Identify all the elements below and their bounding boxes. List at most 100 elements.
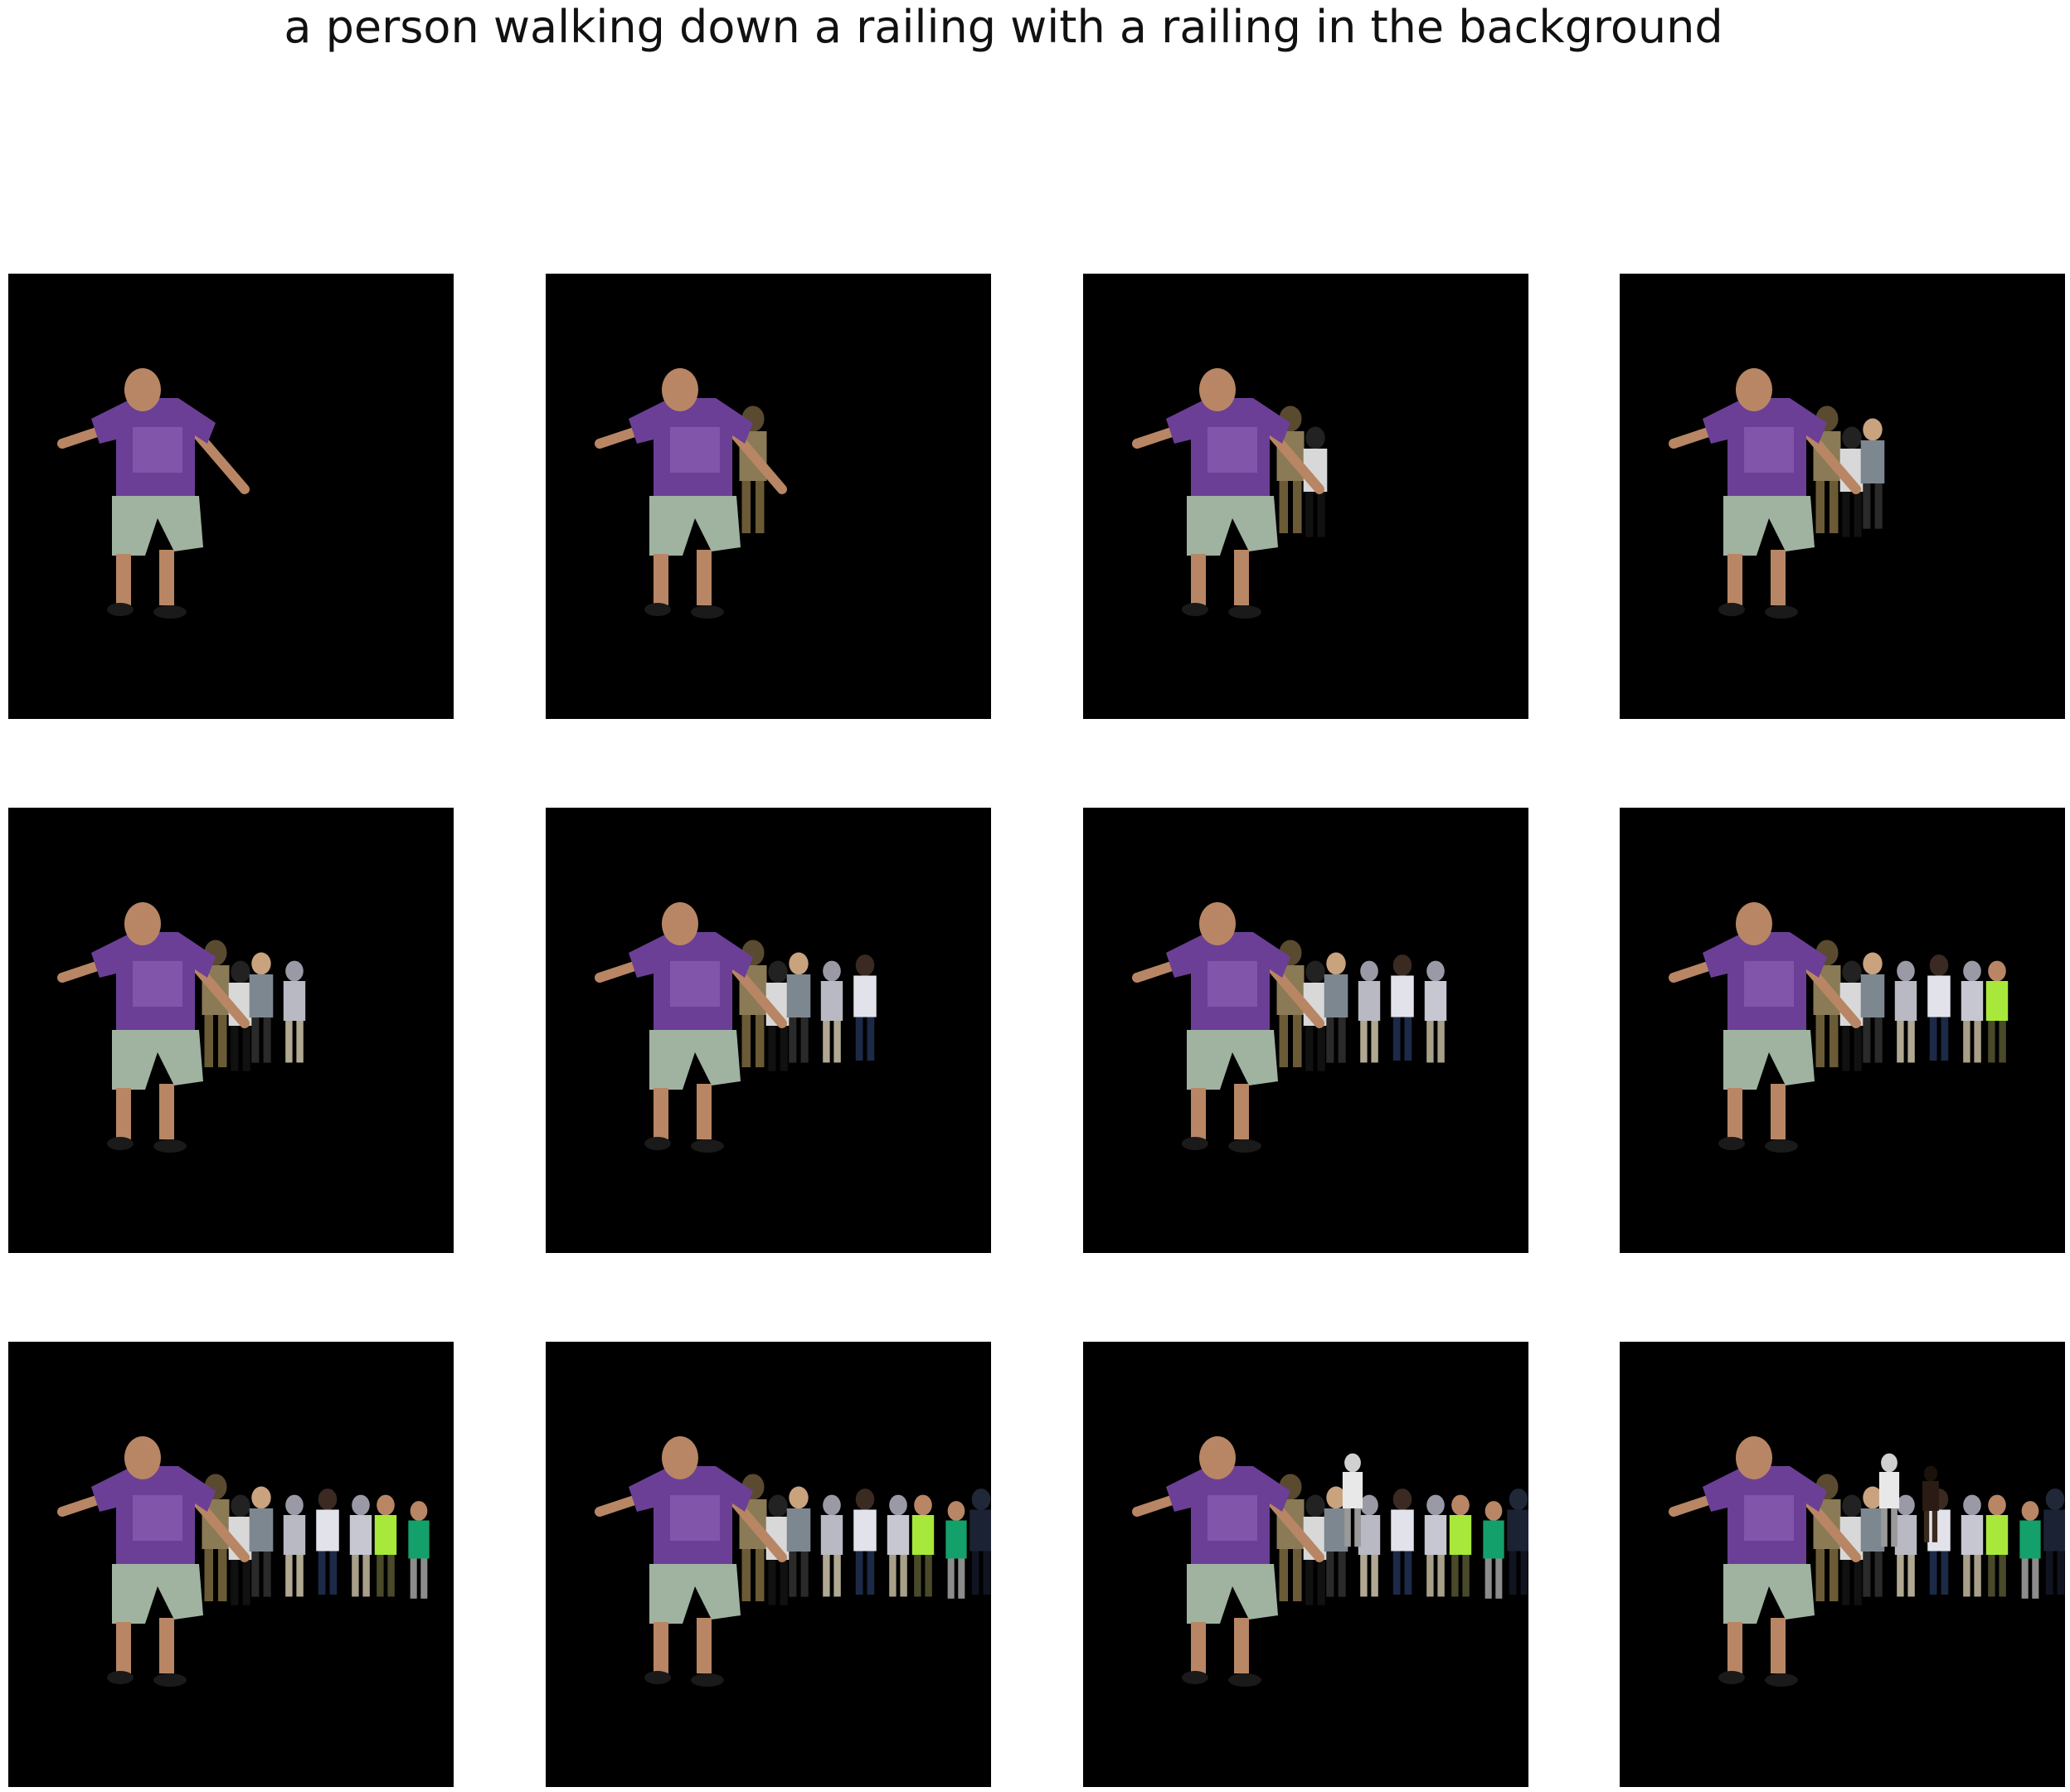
figure-right-leg xyxy=(867,1017,875,1061)
figure-right-leg xyxy=(1854,492,1862,537)
figure-head xyxy=(1451,1494,1470,1516)
figure-head xyxy=(1988,1494,2006,1516)
figure-torso xyxy=(1483,1520,1504,1559)
figure-left-leg xyxy=(768,1026,776,1071)
figure-torso xyxy=(1927,1509,1951,1552)
left-leg xyxy=(1191,554,1206,605)
figure-right-leg xyxy=(420,1558,428,1599)
added-person-figure-6 xyxy=(1961,960,1984,1063)
panel-step-10 xyxy=(546,1342,991,1787)
left-shoe xyxy=(1718,1671,1745,1684)
figure-right-leg xyxy=(1999,1555,2006,1597)
figure-torso xyxy=(408,1520,430,1559)
figure-right-leg xyxy=(218,1015,227,1067)
left-leg xyxy=(1727,554,1742,605)
main-person-figure xyxy=(595,1436,787,1687)
figure-right-leg xyxy=(1462,1555,1470,1597)
left-arm xyxy=(1669,1494,1716,1517)
figure-right-leg xyxy=(1854,1026,1862,1071)
head xyxy=(1736,902,1772,945)
added-person-figure-3 xyxy=(1324,1486,1348,1597)
figure-left-leg xyxy=(823,1021,830,1063)
figure-left-leg xyxy=(251,1552,260,1597)
figure-head xyxy=(352,1494,370,1516)
figure-right-leg xyxy=(1941,1551,1949,1595)
figure-torso xyxy=(316,1509,339,1552)
figure-head xyxy=(285,1494,304,1516)
left-leg xyxy=(654,1622,668,1673)
panel-image xyxy=(1620,274,2065,719)
shirt-print xyxy=(1208,427,1257,473)
figure-left-leg xyxy=(1988,1555,1995,1597)
figure-torso xyxy=(2019,1520,2041,1559)
figure-torso xyxy=(1324,1508,1348,1552)
green-shorts xyxy=(649,496,741,556)
figure-left-leg xyxy=(352,1555,359,1597)
figure-right-leg xyxy=(800,1552,809,1597)
right-leg xyxy=(1771,1618,1786,1673)
right-arm xyxy=(727,960,787,1028)
figure-torso xyxy=(283,1515,306,1555)
figure-right-leg xyxy=(925,1555,932,1597)
figure-right-leg xyxy=(833,1021,841,1063)
figure-head xyxy=(855,1488,875,1510)
figure-head xyxy=(377,1494,395,1516)
shirt-print xyxy=(1744,961,1794,1007)
figure-left-leg xyxy=(1815,481,1825,533)
figure-torso xyxy=(1391,975,1414,1017)
figure-head xyxy=(1923,1465,1938,1482)
panel-image xyxy=(1620,808,2065,1253)
right-shoe xyxy=(691,1139,724,1153)
figure-right-leg xyxy=(296,1021,304,1063)
figure-head xyxy=(1426,1494,1445,1516)
right-arm xyxy=(190,960,250,1028)
added-person-figure-6 xyxy=(887,1494,910,1597)
main-person-figure xyxy=(595,368,787,619)
figure-right-leg xyxy=(296,1555,304,1597)
added-person-figure-2 xyxy=(1303,426,1328,537)
figure-right-leg xyxy=(1293,1549,1302,1601)
right-shoe xyxy=(153,605,187,619)
panel-step-9 xyxy=(8,1342,454,1787)
main-person-figure xyxy=(1669,902,1861,1153)
head xyxy=(1199,1436,1236,1479)
added-person-figure-5 xyxy=(853,954,877,1061)
figure-right-leg xyxy=(1874,1552,1883,1597)
panel-image xyxy=(8,274,454,719)
figure-left-leg xyxy=(1392,1017,1401,1061)
added-person-figure-8 xyxy=(1483,1501,1504,1599)
figure-torso xyxy=(1894,1515,1917,1555)
figure-torso xyxy=(2043,1509,2065,1552)
figure-left-leg xyxy=(741,481,751,533)
right-shoe xyxy=(1765,605,1798,619)
figure-left-leg xyxy=(1897,1555,1904,1597)
added-person-figure-3 xyxy=(786,1486,811,1597)
right-leg xyxy=(1234,1084,1249,1139)
shirt-print xyxy=(670,1495,720,1541)
figure-right-leg xyxy=(263,1017,271,1063)
figure-head xyxy=(410,1501,428,1521)
figure-left-leg xyxy=(318,1551,326,1595)
shirt-print xyxy=(1744,1495,1794,1541)
figure-torso xyxy=(249,974,274,1017)
head xyxy=(1736,1436,1772,1479)
figure-right-leg xyxy=(1293,481,1302,533)
figure-left-leg xyxy=(1963,1021,1970,1063)
figure-torso xyxy=(1894,981,1917,1021)
left-shoe xyxy=(1182,1671,1208,1684)
figure-caption: a person walking down a railing with a r… xyxy=(284,1,1723,53)
image-grid xyxy=(8,274,2065,1787)
figure-torso xyxy=(1342,1472,1363,1508)
left-shoe xyxy=(644,1137,671,1150)
figure-right-leg xyxy=(1974,1555,1981,1597)
right-shoe xyxy=(1228,605,1261,619)
right-arm xyxy=(1801,960,1861,1028)
right-arm xyxy=(190,1494,250,1562)
figure-right-leg xyxy=(867,1551,875,1595)
green-shorts xyxy=(1187,496,1278,556)
figure-right-leg xyxy=(756,1549,765,1601)
main-person-figure xyxy=(57,1436,250,1687)
left-arm xyxy=(595,960,642,983)
panel-background xyxy=(546,274,991,719)
figure-left-leg xyxy=(1897,1021,1904,1063)
